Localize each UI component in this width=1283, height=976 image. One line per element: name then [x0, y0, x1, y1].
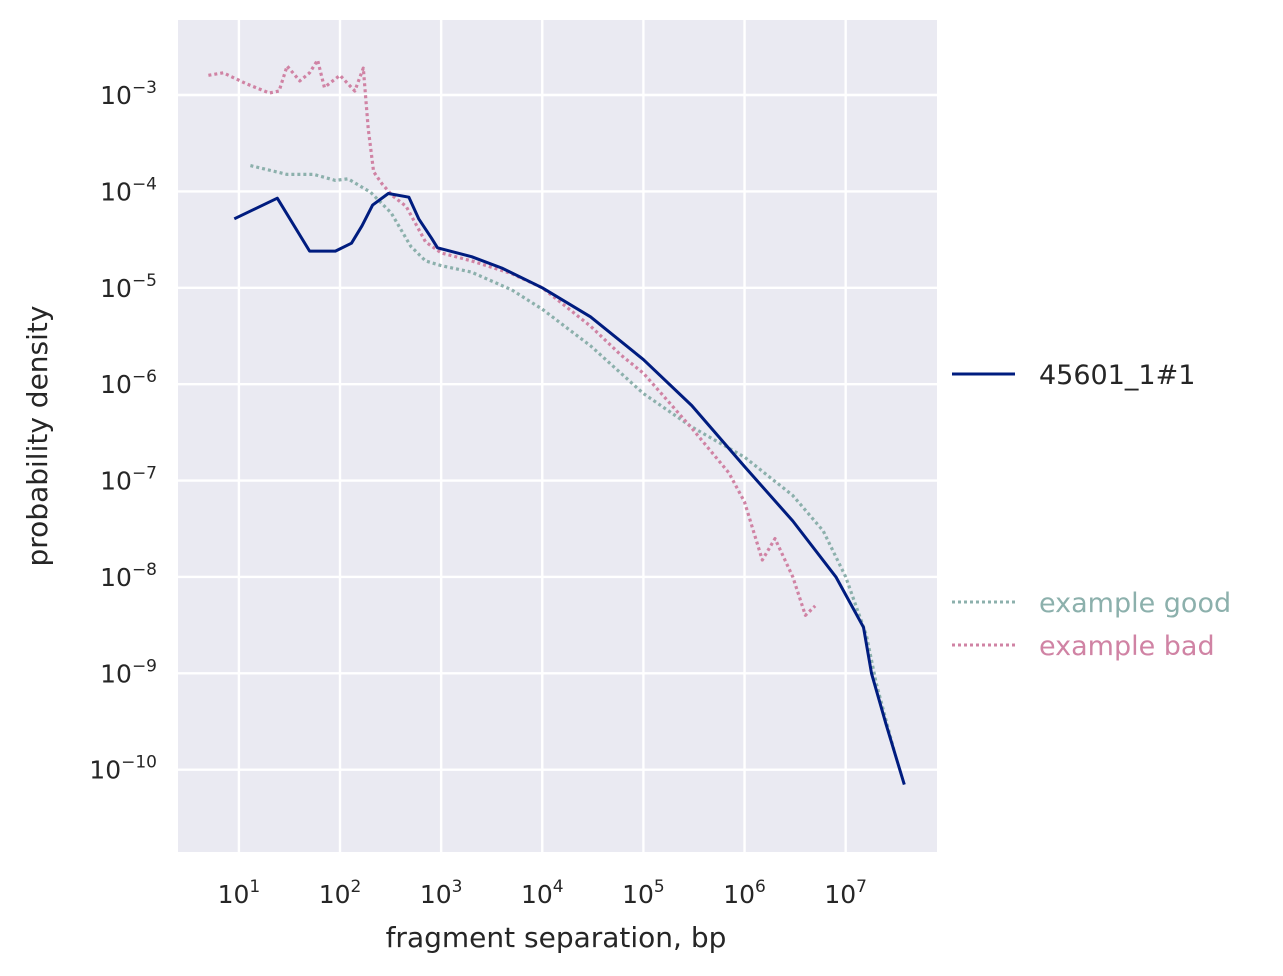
y-tick-label: 10−9 [100, 656, 157, 688]
y-tick-label: 10−6 [100, 367, 157, 399]
x-axis-title: fragment separation, bp [386, 921, 727, 954]
y-axis-title: probability density [21, 306, 54, 567]
y-tick-label: 10−8 [100, 560, 157, 592]
x-tick-label: 107 [824, 877, 867, 909]
x-tick-label: 102 [319, 877, 362, 909]
grid [178, 20, 937, 852]
x-tick-label: 105 [622, 877, 665, 909]
y-tick-label: 10−5 [100, 271, 157, 303]
legend-label-1: example good [1039, 588, 1231, 619]
series-layer [208, 58, 906, 786]
x-axis-ticks: 101 102 103 104 105 106 107 [218, 877, 867, 909]
x-tick-label: 104 [521, 877, 564, 909]
x-tick-label: 103 [420, 877, 463, 909]
series-line-0 [233, 192, 906, 786]
plot-background [178, 20, 937, 852]
y-tick-label: 10−4 [100, 174, 157, 206]
y-tick-label: 10−3 [100, 78, 157, 110]
legend-label-2: example bad [1039, 631, 1215, 662]
series-line-2 [208, 58, 817, 617]
x-tick-label: 101 [218, 877, 261, 909]
x-tick-label: 106 [723, 877, 766, 909]
y-tick-label: 10−7 [100, 464, 157, 496]
legend-label-0: 45601_1#1 [1039, 360, 1195, 391]
y-tick-label: 10−10 [89, 753, 157, 785]
y-axis-ticks: 10−3 10−4 10−5 10−6 10−7 10−8 10−9 10−10 [89, 78, 157, 785]
